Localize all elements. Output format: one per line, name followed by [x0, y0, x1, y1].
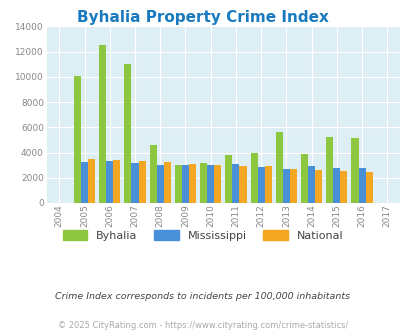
Bar — [282, 169, 289, 203]
Bar — [138, 161, 145, 203]
Text: Byhalia Property Crime Index: Byhalia Property Crime Index — [77, 10, 328, 25]
Bar — [300, 154, 307, 203]
Bar — [314, 170, 322, 203]
Bar — [131, 163, 138, 203]
Bar — [149, 145, 156, 203]
Bar — [99, 45, 106, 203]
Bar — [124, 64, 131, 203]
Bar — [163, 162, 171, 203]
Bar — [351, 138, 358, 203]
Bar — [81, 162, 88, 203]
Bar — [289, 169, 296, 203]
Bar — [250, 153, 257, 203]
Bar — [214, 165, 221, 203]
Bar — [307, 166, 314, 203]
Bar — [339, 171, 347, 203]
Legend: Byhalia, Mississippi, National: Byhalia, Mississippi, National — [58, 226, 347, 245]
Bar — [333, 168, 339, 203]
Bar — [232, 164, 239, 203]
Bar — [358, 168, 364, 203]
Bar — [264, 166, 271, 203]
Bar — [88, 159, 95, 203]
Text: © 2025 CityRating.com - https://www.cityrating.com/crime-statistics/: © 2025 CityRating.com - https://www.city… — [58, 321, 347, 330]
Bar — [200, 163, 207, 203]
Bar — [181, 165, 188, 203]
Bar — [257, 167, 264, 203]
Bar — [207, 165, 214, 203]
Bar — [275, 132, 282, 203]
Bar — [364, 172, 372, 203]
Bar — [113, 160, 120, 203]
Bar — [225, 155, 232, 203]
Bar — [188, 164, 196, 203]
Bar — [175, 165, 181, 203]
Bar — [74, 76, 81, 203]
Bar — [156, 165, 163, 203]
Bar — [106, 161, 113, 203]
Text: Crime Index corresponds to incidents per 100,000 inhabitants: Crime Index corresponds to incidents per… — [55, 292, 350, 301]
Bar — [239, 166, 246, 203]
Bar — [326, 137, 333, 203]
